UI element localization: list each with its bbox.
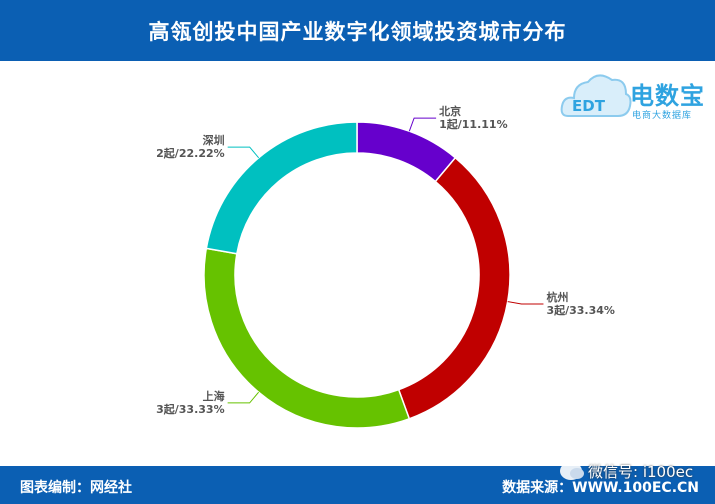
slice-3 [205, 121, 358, 255]
leader-line-1 [507, 301, 544, 305]
slice-value-label-1: 3起/33.34% [546, 303, 615, 317]
slice-name-2: 上海 [203, 389, 225, 403]
footer-credit: 图表编制：网经社 [20, 480, 132, 496]
slice-value-label-3: 2起/22.22% [156, 146, 225, 160]
slice-name-3: 深圳 [203, 133, 225, 147]
leader-line-2 [227, 391, 260, 404]
slice-value-label-2: 3起/33.33% [156, 402, 225, 416]
logo-mark: EDT [572, 97, 606, 115]
slice-value-label-0: 1起/11.11% [439, 117, 508, 131]
wechat-icon [560, 462, 584, 480]
slice-name-0: 北京 [439, 104, 461, 118]
header-bar: 高瓴创投中国产业数字化领域投资城市分布 [0, 0, 715, 61]
slice-name-1: 杭州 [546, 290, 568, 304]
cloud-logo-icon: EDT [560, 74, 632, 117]
leader-lines [227, 117, 544, 404]
logo-brand: 电数宝 [630, 82, 705, 110]
slice-2 [203, 247, 411, 429]
page-title: 高瓴创投中国产业数字化领域投资城市分布 [148, 19, 567, 44]
footer-bar: 图表编制：网经社 数据来源：WWW.100EC.CN [0, 466, 715, 504]
logo-subtitle: 电商大数据库 [632, 111, 693, 121]
wechat-watermark: 微信号: i100ec [560, 459, 693, 483]
leader-line-0 [408, 117, 437, 132]
slice-1 [397, 156, 511, 420]
wechat-id: 微信号: i100ec [588, 462, 694, 481]
leader-line-3 [227, 146, 260, 159]
footer-source: 数据来源：WWW.100EC.CN [502, 480, 699, 496]
donut-slices [203, 121, 511, 429]
edt-logo: EDT 电数宝 电商大数据库 [560, 66, 710, 126]
